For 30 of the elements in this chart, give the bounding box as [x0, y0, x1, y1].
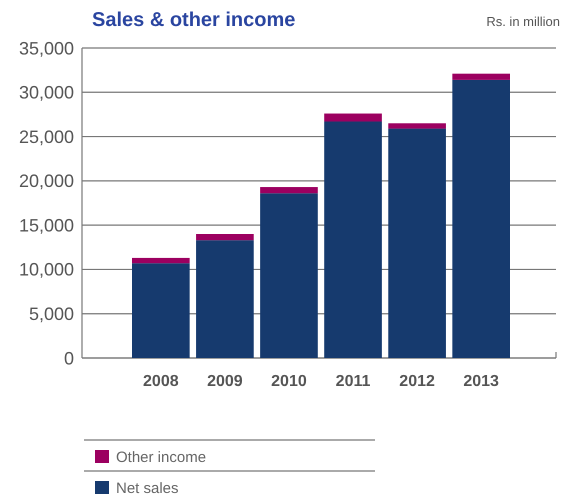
y-tick-label: 10,000 [18, 260, 74, 280]
bar [324, 114, 382, 122]
chart-subtitle: Rs. in million [486, 14, 560, 29]
y-tick-label: 25,000 [18, 126, 74, 147]
bar [324, 122, 382, 358]
bar [388, 123, 446, 129]
x-tick-label: 2008 [143, 373, 179, 390]
legend-label: Net sales [116, 480, 179, 497]
bar [196, 234, 254, 240]
y-tick-label: 20,000 [18, 171, 74, 192]
bar [452, 74, 510, 80]
bar [388, 128, 446, 358]
y-tick-label: 5,000 [28, 304, 74, 324]
chart-title: Sales & other income [92, 9, 296, 31]
y-tick-label: 35,000 [18, 38, 74, 58]
y-tick-label: 0 [64, 348, 74, 368]
legend-label: Other income [116, 449, 206, 466]
bar [196, 240, 254, 358]
x-tick-label: 2009 [207, 373, 243, 390]
x-tick-label: 2011 [336, 373, 370, 390]
y-tick-label: 15,000 [18, 215, 74, 236]
bar [452, 80, 510, 358]
y-tick-label: 30,000 [18, 82, 74, 103]
x-tick-label: 2013 [463, 373, 500, 390]
bar [260, 187, 318, 194]
x-tick-label: 2012 [399, 373, 435, 390]
bar [132, 258, 190, 264]
x-tick-label: 2010 [271, 373, 307, 390]
bar [260, 193, 318, 358]
bar [132, 263, 190, 358]
